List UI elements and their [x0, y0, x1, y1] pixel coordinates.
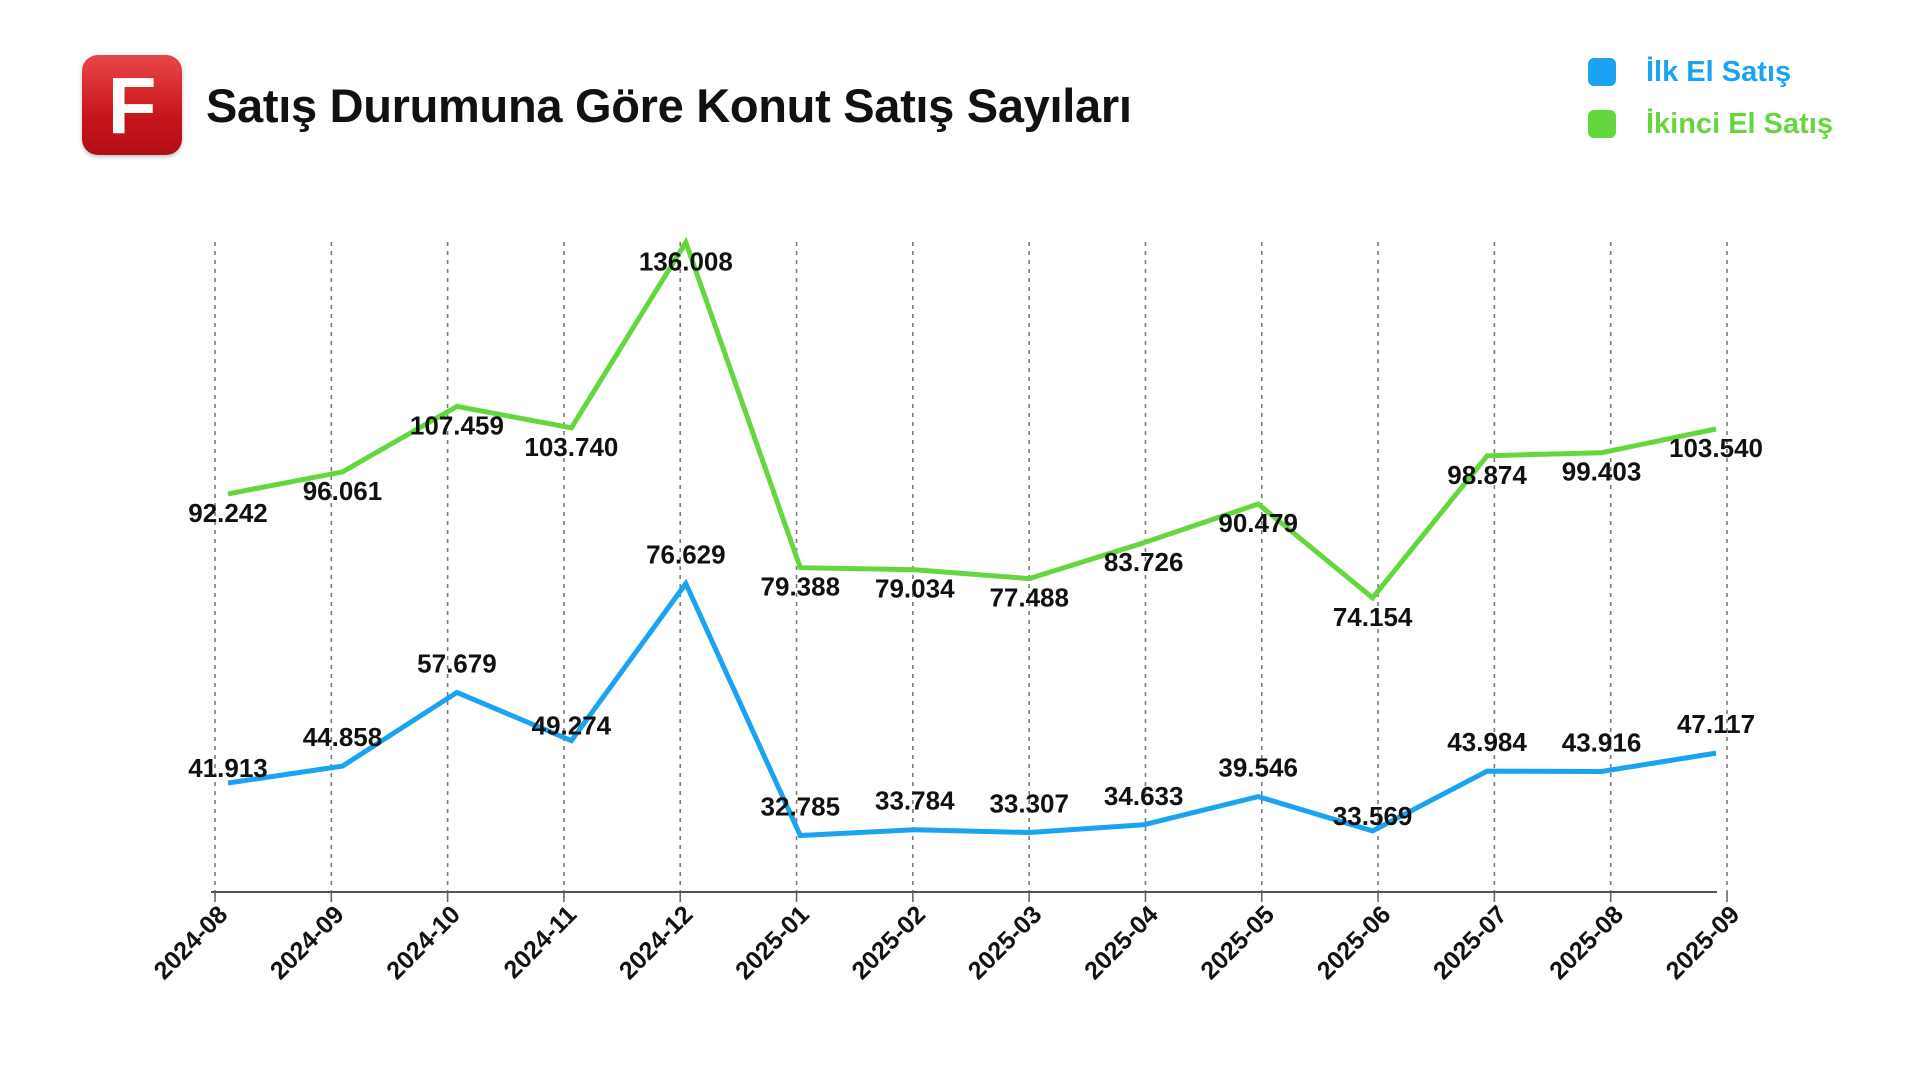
data-label-ikinci-el-2025-04: 83.726 [1104, 547, 1184, 577]
legend-item-ilk-el[interactable]: İlk El Satış [1588, 46, 1833, 98]
series-line-ikinci-el [227, 236, 1717, 602]
x-tick-label-2025-03: 2025-03 [963, 900, 1048, 985]
data-label-ilk-el-2025-05: 39.546 [1218, 753, 1298, 783]
x-tick-label-2024-09: 2024-09 [265, 900, 350, 985]
data-labels: 41.913 44.858 57.679 49.274 76.629 32.785 33.7… [188, 246, 1763, 831]
data-label-ikinci-el-2025-07: 98.874 [1447, 460, 1527, 490]
data-label-ikinci-el-2024-12: 136.008 [639, 246, 733, 276]
chart-title: Satış Durumuna Göre Konut Satış Sayıları [206, 79, 1132, 132]
data-label-ilk-el-2024-11: 49.274 [532, 711, 612, 741]
legend-swatch-ilk-el [1588, 58, 1616, 86]
data-label-ilk-el-2025-03: 33.307 [989, 788, 1069, 818]
legend-item-ikinci-el[interactable]: İkinci El Satış [1588, 98, 1833, 150]
data-label-ikinci-el-2024-08: 92.242 [188, 498, 268, 528]
data-label-ilk-el-2025-09: 47.117 [1677, 709, 1755, 739]
data-label-ilk-el-2025-01: 32.785 [761, 791, 841, 821]
grid-lines [214, 242, 1728, 892]
data-label-ikinci-el-2025-01: 79.388 [761, 572, 841, 602]
logo-letter: F [107, 61, 157, 150]
data-label-ilk-el-2025-07: 43.984 [1447, 727, 1527, 757]
x-axis [211, 891, 1728, 902]
x-tick-label-2025-08: 2025-08 [1544, 900, 1629, 985]
x-tick-label-2024-12: 2024-12 [614, 900, 699, 985]
data-label-ilk-el-2025-06: 33.569 [1333, 801, 1413, 831]
brand-logo: F [82, 55, 182, 155]
x-tick-label-2025-07: 2025-07 [1428, 900, 1513, 985]
x-tick-label-2024-08: 2024-08 [149, 900, 234, 985]
x-tick-label-2025-06: 2025-06 [1312, 900, 1397, 985]
x-tick-labels: 2024-08 2024-09 2024-10 2024-11 2024-12 2025-… [149, 900, 1746, 985]
chart-legend: İlk El Satış İkinci El Satış [1588, 46, 1833, 150]
data-label-ikinci-el-2024-10: 107.459 [410, 410, 504, 440]
data-label-ilk-el-2025-08: 43.916 [1562, 728, 1642, 758]
x-tick-label-2025-04: 2025-04 [1079, 900, 1164, 985]
data-label-ikinci-el-2025-02: 79.034 [875, 574, 955, 604]
x-tick-label-2025-01: 2025-01 [730, 900, 815, 985]
data-label-ikinci-el-2025-03: 77.488 [989, 583, 1069, 613]
data-label-ikinci-el-2025-08: 99.403 [1562, 457, 1642, 487]
series-line-ilk-el [227, 578, 1717, 839]
data-label-ikinci-el-2024-11: 103.740 [524, 432, 618, 462]
x-tick-label-2025-05: 2025-05 [1195, 900, 1280, 985]
x-tick-label-2025-02: 2025-02 [846, 900, 931, 985]
data-label-ilk-el-2025-02: 33.784 [875, 786, 955, 816]
data-label-ilk-el-2025-04: 34.633 [1104, 781, 1184, 811]
data-label-ikinci-el-2025-06: 74.154 [1333, 602, 1413, 632]
legend-label-ikinci-el: İkinci El Satış [1646, 107, 1833, 140]
data-label-ilk-el-2024-08: 41.913 [188, 753, 268, 783]
series-lines [227, 236, 1717, 839]
data-label-ilk-el-2024-10: 57.679 [417, 648, 497, 678]
legend-swatch-ikinci-el [1588, 110, 1616, 138]
data-label-ilk-el-2024-09: 44.858 [303, 722, 383, 752]
data-label-ikinci-el-2025-05: 90.479 [1218, 508, 1298, 538]
x-tick-label-2024-11: 2024-11 [498, 900, 582, 984]
legend-label-ilk-el: İlk El Satış [1646, 55, 1792, 88]
data-label-ikinci-el-2025-09: 103.540 [1669, 433, 1763, 463]
data-label-ikinci-el-2024-09: 96.061 [303, 476, 383, 506]
data-label-ilk-el-2024-12: 76.629 [646, 540, 726, 570]
x-tick-label-2024-10: 2024-10 [381, 900, 466, 985]
x-tick-label-2025-09: 2025-09 [1661, 900, 1746, 985]
